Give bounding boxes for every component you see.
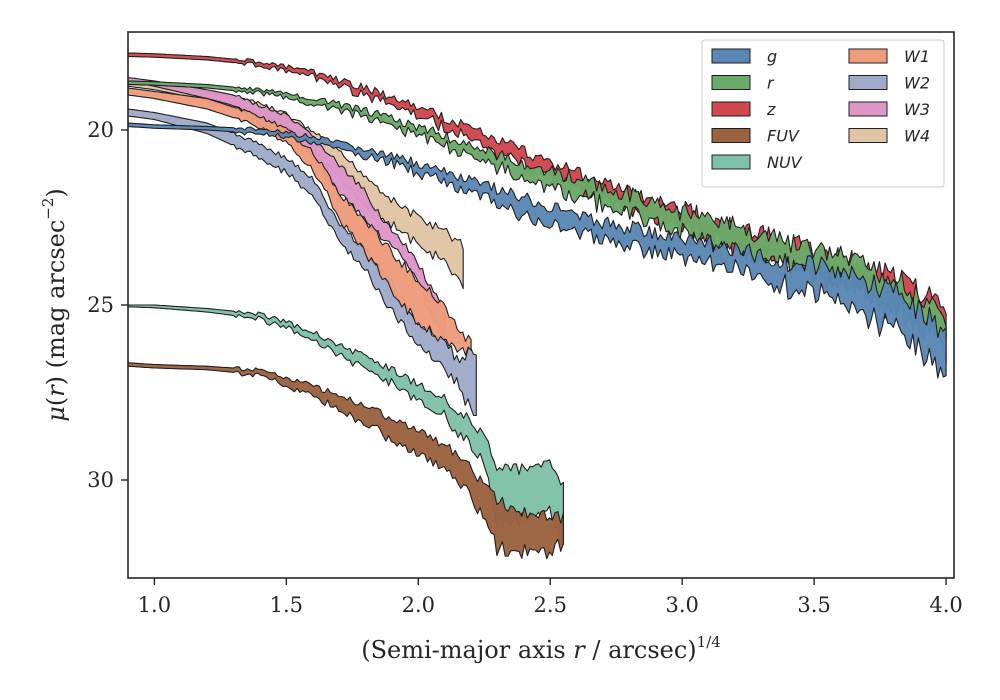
y-axis-ticks: 20 25 30 [87,118,128,492]
legend-swatch-w3 [848,101,888,117]
x-tick-label: 1.5 [270,593,303,617]
legend-label-w2: W2 [904,74,930,93]
legend-label-g: g [767,47,777,66]
legend-label-w1: W1 [904,47,930,66]
series-bands [127,52,947,560]
legend-swatch-w2 [848,75,888,90]
legend-label-w4: W4 [904,127,930,146]
x-axis-label: (Semi-major axis r / arcsec)1/4 [361,633,721,664]
y-tick-label: 30 [87,468,114,492]
legend-swatch-g [711,48,751,64]
band-fuv [127,362,564,560]
legend-swatch-w4 [848,128,888,143]
legend-label-w3: W3 [904,100,930,119]
y-tick-label: 20 [87,118,114,142]
legend: grz FUV NUV W1 W2 W3 W4 [701,39,945,188]
x-tick-label: 4.0 [929,593,962,617]
band-g [127,122,947,379]
x-tick-label: 3.5 [797,593,830,617]
legend-label-nuv: NUV [767,153,803,172]
x-tick-label: 2.0 [402,593,435,617]
legend-swatch-w1 [848,48,888,64]
legend-label-r: r [767,74,775,93]
y-axis-label: μ(r) (mag arcsec−2) [39,188,70,422]
band-w2 [127,108,477,417]
x-tick-label: 1.0 [138,593,171,617]
legend-swatch-z [711,101,751,117]
band-w1 [127,87,472,356]
x-tick-label: 3.0 [665,593,698,617]
legend-swatch-r [711,75,751,90]
legend-swatch-nuv [711,154,751,170]
x-tick-label: 2.5 [534,593,567,617]
x-axis-ticks: 1.0 1.5 2.0 2.5 3.0 3.5 4.0 [138,578,963,617]
legend-label-fuv: FUV [767,127,800,146]
legend-swatch-fuv [711,128,751,143]
y-tick-label: 25 [87,293,114,317]
legend-label-z: z [766,100,776,119]
